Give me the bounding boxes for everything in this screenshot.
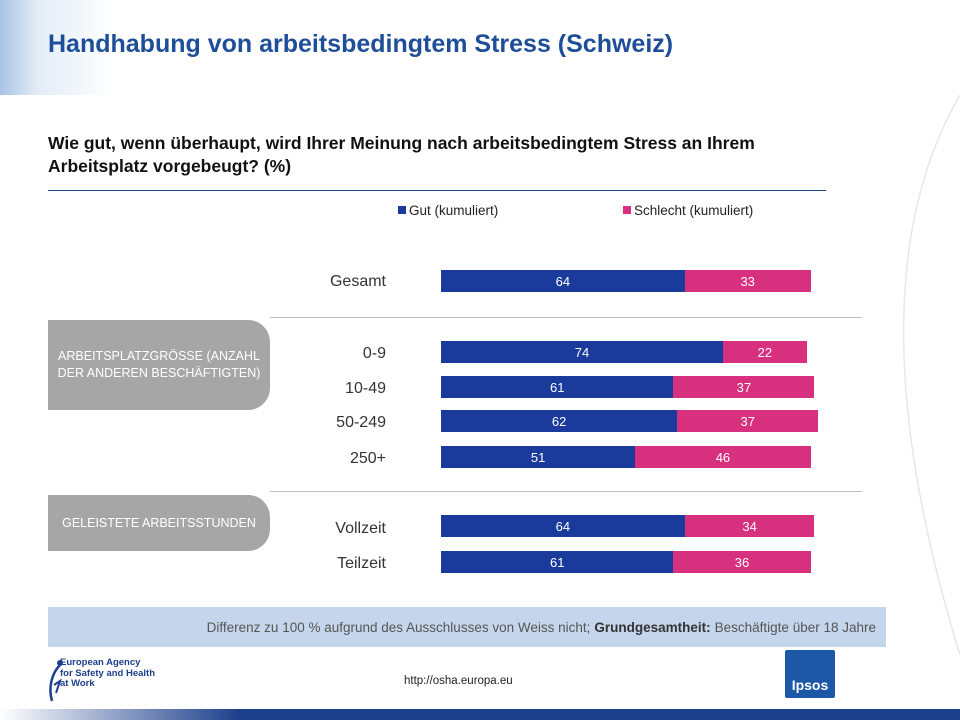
footnote-base-label: Grundgesamtheit:: [594, 619, 711, 635]
category-label: 250+: [349, 450, 386, 467]
category-label: Gesamt: [329, 273, 386, 290]
legend-item-gut: Gut (kumuliert): [398, 203, 498, 218]
category-label: Vollzeit: [335, 520, 386, 537]
legend-swatch-gut: [398, 206, 406, 214]
data-label: 64: [555, 518, 571, 534]
bar-schlecht: 37: [677, 410, 819, 432]
survey-question: Wie gut, wenn überhaupt, wird Ihrer Mein…: [48, 133, 755, 176]
footnote: Differenz zu 100 % aufgrund des Ausschlu…: [48, 607, 886, 647]
bar-gut: 64: [441, 270, 685, 292]
bar-gut: 61: [441, 551, 674, 573]
data-label: 33: [740, 273, 755, 289]
legend-label-schlecht: Schlecht (kumuliert): [634, 203, 754, 218]
data-label: 61: [549, 379, 565, 395]
decorative-curve: [902, 95, 960, 655]
bar-schlecht: 37: [673, 376, 815, 398]
question-divider: [48, 190, 826, 191]
ipsos-logo-text: Ipsos: [791, 677, 829, 693]
page-title: Handhabung von arbeitsbedingtem Stress (…: [48, 30, 674, 58]
data-label: 34: [742, 518, 757, 534]
footer-bar: [0, 709, 960, 720]
osha-logo-icon: [49, 660, 63, 702]
bar-schlecht: 36: [673, 551, 811, 573]
bar-gut: 61: [441, 376, 674, 398]
group-label-size: ARBEITSPLATZGRÖSSE (ANZAHL DER ANDEREN B…: [48, 320, 270, 410]
bar-schlecht: 46: [635, 446, 811, 468]
data-label: 61: [549, 554, 565, 570]
section-divider: [270, 317, 862, 318]
group-label-hours: GELEISTETE ARBEITSSTUNDEN: [48, 495, 270, 551]
category-label: 0-9: [362, 345, 386, 362]
bar-gut: 64: [441, 515, 685, 537]
category-label: Teilzeit: [337, 555, 386, 572]
header-background: [0, 0, 960, 95]
category-label: 50-249: [336, 414, 386, 431]
bar-gut: 74: [441, 341, 723, 363]
data-label: 62: [551, 413, 567, 429]
legend-item-schlecht: Schlecht (kumuliert): [623, 203, 753, 218]
data-label: 37: [740, 413, 755, 429]
legend-label-gut: Gut (kumuliert): [409, 203, 499, 218]
ipsos-logo: Ipsos: [785, 650, 835, 698]
footnote-base-value: Beschäftigte über 18 Jahre: [714, 619, 876, 635]
agency-line: European Agency: [60, 657, 141, 668]
agency-line: for Safety and Health: [60, 667, 156, 679]
data-label: 36: [734, 554, 750, 570]
data-label: 37: [736, 379, 752, 395]
bar-schlecht: 34: [684, 515, 815, 537]
data-label: 51: [530, 449, 546, 465]
osha-link[interactable]: http://osha.europa.eu: [404, 675, 513, 687]
footnote-text: Differenz zu 100 % aufgrund des Ausschlu…: [206, 619, 591, 635]
osha-logo-text: European Agency for Safety and Health at…: [60, 657, 156, 690]
data-label: 64: [555, 273, 571, 289]
data-label: 74: [574, 344, 590, 360]
data-label: 46: [715, 449, 731, 465]
legend-swatch-schlecht: [623, 206, 631, 214]
bar-gut: 51: [441, 446, 636, 468]
category-label: 10-49: [345, 380, 386, 397]
agency-line: at Work: [60, 678, 95, 689]
bar-gut: 62: [441, 410, 678, 432]
section-divider: [270, 491, 862, 492]
bar-schlecht: 22: [722, 341, 807, 363]
data-label: 22: [757, 344, 773, 360]
bar-schlecht: 33: [684, 270, 811, 292]
